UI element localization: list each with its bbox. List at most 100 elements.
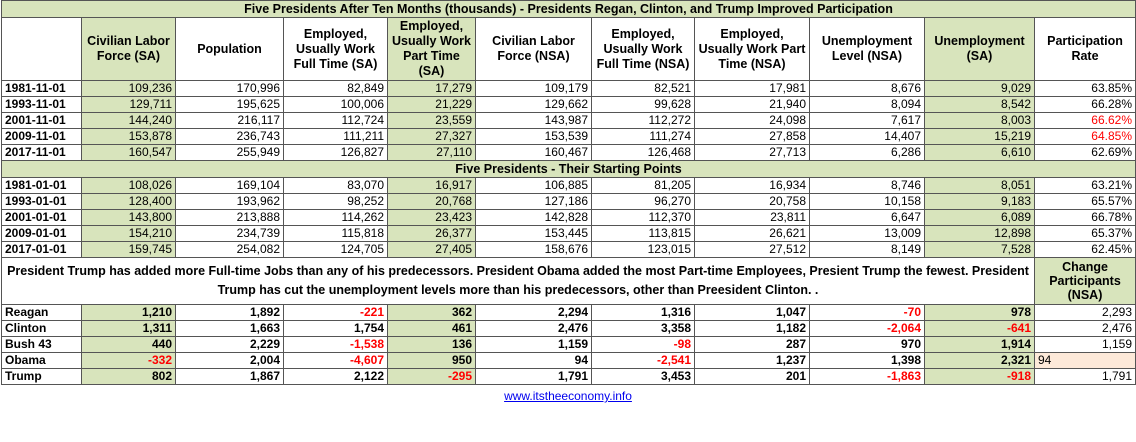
table-cell: 7,617 [809, 112, 925, 129]
table-cell: 254,082 [175, 241, 284, 258]
row-date: 2017-01-01 [1, 241, 82, 258]
table-cell: 142,828 [475, 209, 592, 226]
table-cell: 12,898 [924, 225, 1035, 242]
row-date: 2009-11-01 [1, 128, 82, 145]
table-cell: 109,236 [81, 80, 176, 97]
column-header: Unemployment Level (NSA) [809, 17, 925, 81]
table-cell: -641 [924, 320, 1035, 337]
table-cell: 193,962 [175, 193, 284, 210]
table-cell: 14,407 [809, 128, 925, 145]
table-cell: 2,122 [283, 368, 388, 385]
footer-link[interactable]: www.itstheeconomy.info [504, 389, 632, 403]
table-cell: 62.69% [1034, 144, 1136, 161]
row-date: 2001-11-01 [1, 112, 82, 129]
table-cell: 440 [81, 336, 176, 353]
row-date: 1993-11-01 [1, 96, 82, 113]
table-cell: 17,981 [694, 80, 810, 97]
data-row: 2001-11-01 144,240 216,117 112,724 23,559 143… [1, 112, 1136, 129]
table-cell: 123,015 [591, 241, 695, 258]
table-cell: 99,628 [591, 96, 695, 113]
table-cell: 27,405 [387, 241, 476, 258]
table-cell: 127,186 [475, 193, 592, 210]
table-cell: 13,009 [809, 225, 925, 242]
table-cell: 978 [924, 304, 1035, 321]
table-cell: 362 [387, 304, 476, 321]
table-cell: 81,205 [591, 177, 695, 194]
table-cell: 26,621 [694, 225, 810, 242]
table-cell: 970 [809, 336, 925, 353]
table-cell: 20,758 [694, 193, 810, 210]
table-cell: 3,358 [591, 320, 695, 337]
data-row: 1993-01-01 128,400 193,962 98,252 20,768 127,… [1, 193, 1136, 210]
table-cell: 2,004 [175, 352, 284, 369]
table-cell: 10,158 [809, 193, 925, 210]
table-cell: 106,885 [475, 177, 592, 194]
table-cell: 9,183 [924, 193, 1035, 210]
table-cell: 2,321 [924, 352, 1035, 369]
table-cell: 111,211 [283, 128, 388, 145]
table-cell: 27,858 [694, 128, 810, 145]
table-cell: 461 [387, 320, 476, 337]
table-cell: 1,182 [694, 320, 810, 337]
table-cell: 2,229 [175, 336, 284, 353]
table-cell: 6,089 [924, 209, 1035, 226]
table-cell: 170,996 [175, 80, 284, 97]
change-header: Change Participants (NSA) [1034, 257, 1136, 305]
table-cell: 126,468 [591, 144, 695, 161]
note-row: President Trump has added more Full-time… [1, 257, 1136, 305]
change-row: Reagan 1,210 1,892 -221 362 2,294 1,316 1,047 -7… [1, 304, 1136, 321]
column-header: Population [175, 17, 284, 81]
table-cell: -332 [81, 352, 176, 369]
table-cell: -4,607 [283, 352, 388, 369]
table-cell: 1,914 [924, 336, 1035, 353]
table-cell: 65.37% [1034, 225, 1136, 242]
table-cell: 802 [81, 368, 176, 385]
presidents-table: Five Presidents After Ten Months (thousa… [1, 0, 1136, 385]
table-cell: 160,467 [475, 144, 592, 161]
table-cell: 16,917 [387, 177, 476, 194]
title-row: Five Presidents After Ten Months (thousa… [1, 0, 1136, 18]
table-cell: 234,739 [175, 225, 284, 242]
column-header: Employed, Usually Work Full Time (SA) [283, 17, 388, 81]
table-cell: 128,400 [81, 193, 176, 210]
table-cell: -2,541 [591, 352, 695, 369]
section-title-row: Five Presidents - Their Starting Points [1, 160, 1136, 178]
table-cell: 8,094 [809, 96, 925, 113]
table-cell: 26,377 [387, 225, 476, 242]
table-cell: 236,743 [175, 128, 284, 145]
table-cell: 153,445 [475, 225, 592, 242]
table-cell: 20,768 [387, 193, 476, 210]
table-cell: 1,892 [175, 304, 284, 321]
header-blank [1, 17, 82, 81]
table-cell: -295 [387, 368, 476, 385]
table-cell: 65.57% [1034, 193, 1136, 210]
table-cell: 1,663 [175, 320, 284, 337]
table-cell: 6,610 [924, 144, 1035, 161]
table-cell: 23,559 [387, 112, 476, 129]
table-cell: 169,104 [175, 177, 284, 194]
table-cell: 1,791 [475, 368, 592, 385]
table-cell: 8,542 [924, 96, 1035, 113]
table-cell: 27,110 [387, 144, 476, 161]
data-row: 2001-01-01 143,800 213,888 114,262 23,423 142… [1, 209, 1136, 226]
data-row: 2009-11-01 153,878 236,743 111,211 27,327 153… [1, 128, 1136, 145]
table-cell: 144,240 [81, 112, 176, 129]
table-cell: 143,800 [81, 209, 176, 226]
table-cell: 3,453 [591, 368, 695, 385]
table-cell: 153,539 [475, 128, 592, 145]
table-cell: 255,949 [175, 144, 284, 161]
table-cell: 24,098 [694, 112, 810, 129]
table-cell: 124,705 [283, 241, 388, 258]
president-name: Reagan [1, 304, 82, 321]
row-date: 1993-01-01 [1, 193, 82, 210]
table-cell: 158,676 [475, 241, 592, 258]
table-cell: 82,849 [283, 80, 388, 97]
data-row: 1993-11-01 129,711 195,625 100,006 21,229 129… [1, 96, 1136, 113]
table-cell: 160,547 [81, 144, 176, 161]
table-cell: 1,210 [81, 304, 176, 321]
table-cell: 2,293 [1034, 304, 1136, 321]
change-row: Clinton 1,311 1,663 1,754 461 2,476 3,358 1,182… [1, 320, 1136, 337]
data-row: 2017-11-01 160,547 255,949 126,827 27,110 160… [1, 144, 1136, 161]
table-cell: 112,724 [283, 112, 388, 129]
table-cell: 114,262 [283, 209, 388, 226]
